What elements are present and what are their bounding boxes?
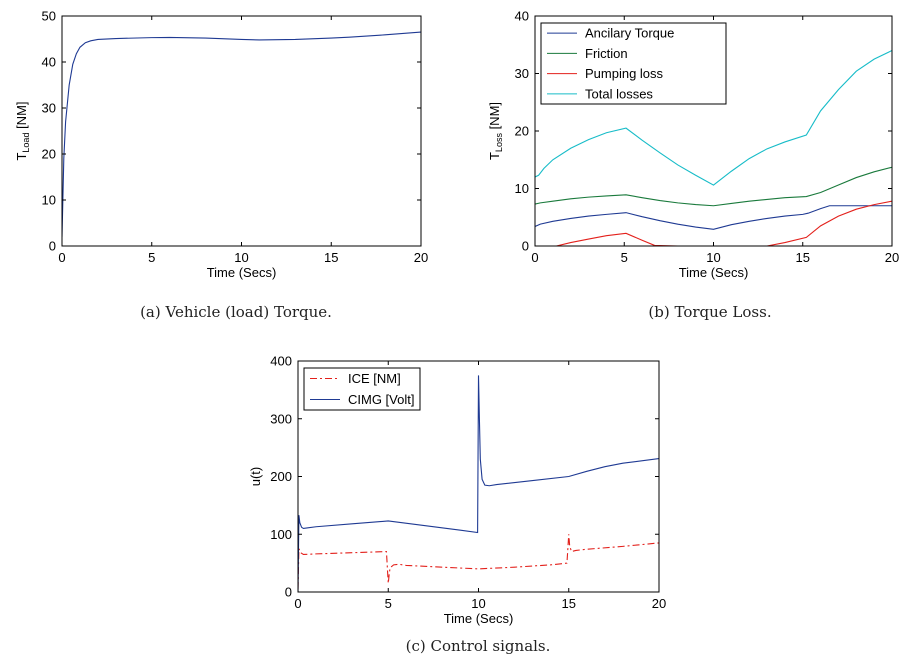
series-line-b-2 [535,200,892,246]
x-axis-label: Time (Secs) [207,265,277,280]
x-tick-label: 15 [562,596,576,611]
series-line-b-0 [535,205,892,230]
legend-box [540,22,727,105]
series-line-c-1 [298,375,659,592]
x-tick-label: 10 [234,250,248,265]
y-tick-label: 20 [515,124,529,139]
y-tick-label: 100 [270,527,292,542]
x-tick-label: 20 [885,250,899,265]
x-tick-label: 0 [531,250,538,265]
caption-b: (b) Torque Loss. [648,303,771,321]
series-line-c-0 [298,534,659,590]
y-tick-label: 0 [285,585,292,600]
legend-label: Friction [585,46,628,61]
x-axis-label: Time (Secs) [444,611,514,626]
legend-label: Ancilary Torque [585,26,674,41]
x-tick-label: 15 [324,250,338,265]
x-tick-label: 0 [58,250,65,265]
legend-label: Total losses [585,86,653,101]
legend-c: ICE [NM] CIMG [Volt] [303,367,421,411]
x-tick-label: 5 [148,250,155,265]
plot-frame-a [61,15,422,247]
x-axis-label: Time (Secs) [679,265,749,280]
caption-c: (c) Control signals. [406,637,551,655]
y-tick-label: 30 [42,101,56,116]
x-tick-label: 10 [471,596,485,611]
y-axis-label: u(t) [248,467,263,487]
x-tick-label: 10 [706,250,720,265]
x-tick-label: 0 [294,596,301,611]
y-tick-label: 200 [270,469,292,484]
y-tick-label: 0 [522,239,529,254]
y-tick-label: 300 [270,411,292,426]
x-tick-label: 20 [414,250,428,265]
y-tick-label: 400 [270,354,292,369]
y-tick-label: 10 [42,193,56,208]
y-tick-label: 40 [42,55,56,70]
panel-a-chart: 0 5 10 15 20 0 10 20 30 40 50 Time (Secs) TLoad [NM] [14,9,428,281]
y-tick-label: 0 [49,239,56,254]
y-tick-label: 50 [42,9,56,24]
legend-box [303,367,421,411]
legend-label: ICE [NM] [348,371,401,386]
x-tick-label: 5 [385,596,392,611]
legend-label: CIMG [Volt] [348,392,414,407]
y-tick-label: 40 [515,9,529,24]
x-tick-label: 5 [621,250,628,265]
series-line-b-3 [535,50,892,186]
y-tick-label: 20 [42,147,56,162]
legend-label: Pumping loss [585,66,664,81]
caption-a: (a) Vehicle (load) Torque. [140,303,332,321]
y-axis-label: TLoss [NM] [487,102,504,160]
y-tick-label: 10 [515,181,529,196]
y-tick-label: 30 [515,66,529,81]
x-tick-label: 20 [652,596,666,611]
x-tick-label: 15 [796,250,810,265]
y-axis-label: TLoad [NM] [14,101,31,160]
series-line-b-1 [535,166,892,207]
series-line-a-0 [62,31,421,237]
panel-b-chart: 0 5 10 15 20 0 10 20 30 40 Time (Secs) TLoss [NM] An… [487,9,899,281]
legend-b: Ancilary Torque Friction Pumping loss Total… [540,22,727,105]
